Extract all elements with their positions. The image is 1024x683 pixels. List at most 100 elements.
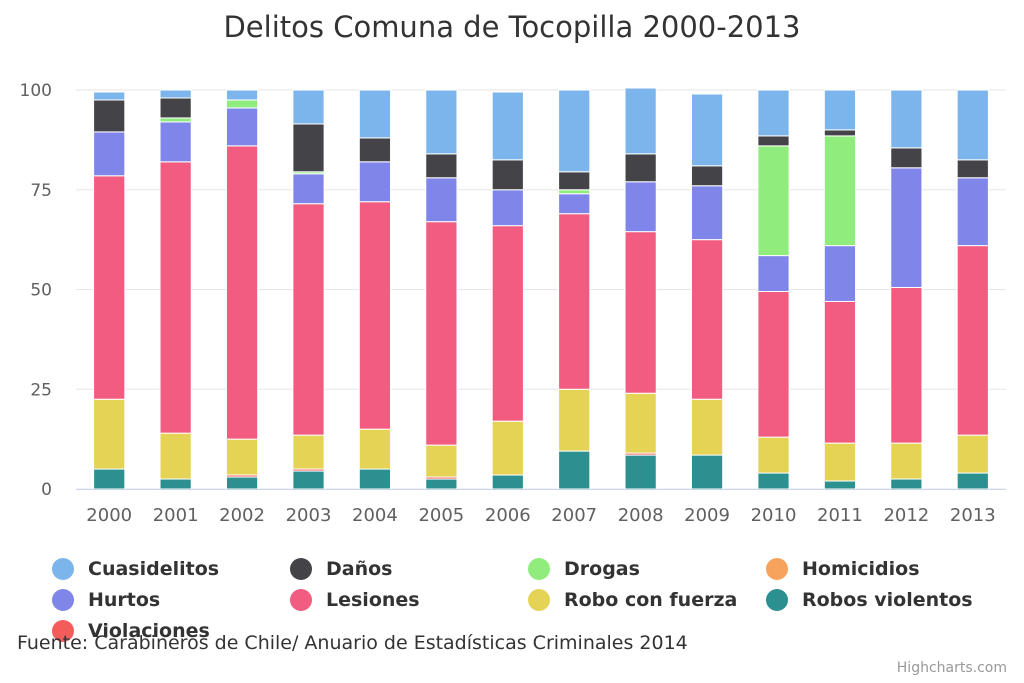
bar-segment[interactable] xyxy=(292,173,325,205)
bar-segment[interactable] xyxy=(93,398,126,470)
legend-item-danos[interactable]: Daños xyxy=(290,556,392,582)
bar-segment[interactable] xyxy=(823,442,857,482)
legend-item-cuasidelitos[interactable]: Cuasidelitos xyxy=(52,556,219,582)
legend-item-drogas[interactable]: Drogas xyxy=(528,556,640,582)
bar-segment[interactable] xyxy=(159,97,192,119)
bar-segment[interactable] xyxy=(558,171,591,191)
bar-segment[interactable] xyxy=(823,135,857,247)
bar-segment[interactable] xyxy=(823,129,857,137)
bar-segment[interactable] xyxy=(358,89,392,139)
bar-stack-2001 xyxy=(159,89,192,490)
bar-segment[interactable] xyxy=(890,167,923,289)
bar-segment[interactable] xyxy=(890,478,923,490)
bar-segment[interactable] xyxy=(292,89,325,125)
bar-segment[interactable] xyxy=(159,89,192,99)
bar-segment[interactable] xyxy=(558,213,591,390)
bar-segment[interactable] xyxy=(491,91,524,161)
bar-segment[interactable] xyxy=(757,255,790,292)
bar-segment[interactable] xyxy=(159,117,192,123)
bar-segment[interactable] xyxy=(491,159,524,191)
bar-segment[interactable] xyxy=(624,392,657,454)
legend-item-robos-violentos[interactable]: Robos violentos xyxy=(766,587,973,613)
bar-segment[interactable] xyxy=(93,91,126,101)
bar-stack-2000 xyxy=(93,91,126,490)
bar-segment[interactable] xyxy=(93,99,126,133)
bar-segment[interactable] xyxy=(93,131,126,177)
bar-segment[interactable] xyxy=(890,147,923,169)
bar-segment[interactable] xyxy=(558,193,591,215)
bar-segment[interactable] xyxy=(358,161,392,203)
bar-segment[interactable] xyxy=(358,428,392,470)
bar-segment[interactable] xyxy=(491,420,524,476)
bar-segment[interactable] xyxy=(757,436,790,474)
bar-segment[interactable] xyxy=(358,468,392,490)
bar-segment[interactable] xyxy=(624,87,657,155)
bar-segment[interactable] xyxy=(956,434,989,474)
bar-segment[interactable] xyxy=(225,107,259,147)
bar-segment[interactable] xyxy=(225,438,259,476)
bar-segment[interactable] xyxy=(425,89,458,155)
bar-segment[interactable] xyxy=(823,300,857,444)
bar-segment[interactable] xyxy=(159,478,192,490)
bar-segment[interactable] xyxy=(491,225,524,422)
bar-segment[interactable] xyxy=(225,476,259,490)
bar-segment[interactable] xyxy=(624,231,657,394)
bar-segment[interactable] xyxy=(225,89,259,101)
bar-segment[interactable] xyxy=(890,287,923,444)
bar-segment[interactable] xyxy=(757,290,790,438)
bar-segment[interactable] xyxy=(558,388,591,452)
bar-segment[interactable] xyxy=(425,478,458,490)
bar-segment[interactable] xyxy=(624,181,657,233)
bar-segment[interactable] xyxy=(757,89,790,137)
bar-segment[interactable] xyxy=(956,472,989,490)
legend-item-violaciones[interactable]: Violaciones xyxy=(52,618,210,644)
bar-segment[interactable] xyxy=(890,89,923,149)
legend-item-robo-con-fuerza[interactable]: Robo con fuerza xyxy=(528,587,737,613)
credits-link[interactable]: Highcharts.com xyxy=(896,660,1007,676)
bar-segment[interactable] xyxy=(558,450,591,490)
bar-segment[interactable] xyxy=(690,239,724,400)
bar-segment[interactable] xyxy=(292,470,325,490)
bar-segment[interactable] xyxy=(890,442,923,480)
bar-segment[interactable] xyxy=(491,474,524,490)
bar-segment[interactable] xyxy=(292,123,325,173)
legend-item-lesiones[interactable]: Lesiones xyxy=(290,587,420,613)
bar-segment[interactable] xyxy=(425,221,458,446)
legend-item-hurtos[interactable]: Hurtos xyxy=(52,587,160,613)
bar-segment[interactable] xyxy=(225,99,259,109)
bar-segment[interactable] xyxy=(292,434,325,470)
bar-segment[interactable] xyxy=(425,177,458,223)
bar-segment[interactable] xyxy=(956,245,989,436)
bar-segment[interactable] xyxy=(757,135,790,147)
bar-segment[interactable] xyxy=(292,203,325,436)
bar-segment[interactable] xyxy=(624,153,657,183)
bar-segment[interactable] xyxy=(358,201,392,430)
bar-segment[interactable] xyxy=(159,161,192,434)
bar-segment[interactable] xyxy=(956,177,989,247)
bar-segment[interactable] xyxy=(823,480,857,490)
bar-segment[interactable] xyxy=(425,153,458,179)
bar-segment[interactable] xyxy=(690,185,724,241)
bar-segment[interactable] xyxy=(757,472,790,490)
bar-segment[interactable] xyxy=(558,89,591,173)
bar-segment[interactable] xyxy=(159,432,192,480)
bar-segment[interactable] xyxy=(358,137,392,163)
bar-segment[interactable] xyxy=(690,398,724,456)
bar-segment[interactable] xyxy=(225,145,259,440)
bar-segment[interactable] xyxy=(690,454,724,490)
bar-segment[interactable] xyxy=(956,159,989,179)
bar-segment[interactable] xyxy=(823,245,857,302)
bar-segment[interactable] xyxy=(425,444,458,478)
bar-segment[interactable] xyxy=(624,454,657,490)
bar-segment[interactable] xyxy=(93,175,126,400)
bar-segment[interactable] xyxy=(558,189,591,195)
bar-segment[interactable] xyxy=(491,189,524,227)
bar-segment[interactable] xyxy=(93,468,126,490)
bar-segment[interactable] xyxy=(690,165,724,187)
bar-segment[interactable] xyxy=(956,89,989,161)
bar-segment[interactable] xyxy=(159,121,192,163)
bar-segment[interactable] xyxy=(690,93,724,167)
legend-item-homicidios[interactable]: Homicidios xyxy=(766,556,920,582)
bar-segment[interactable] xyxy=(757,145,790,257)
bar-segment[interactable] xyxy=(823,89,857,131)
